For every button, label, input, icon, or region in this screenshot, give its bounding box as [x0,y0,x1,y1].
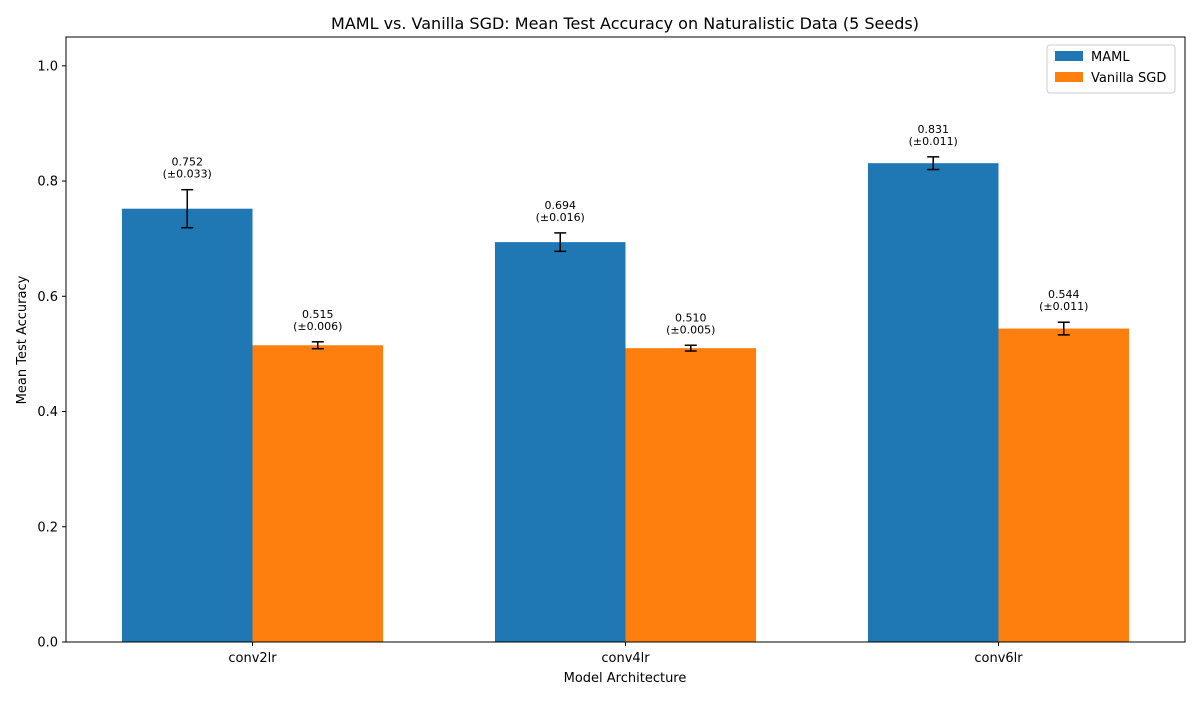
y-tick-label: 0.4 [37,405,58,420]
bar-maml-conv2lr [121,208,253,642]
bar-vanilla-sgd-conv2lr [252,345,384,642]
y-axis-label: Mean Test Accuracy [15,275,30,404]
x-tick-label: conv2lr [228,651,277,666]
y-tick-label: 0.8 [37,175,58,190]
x-axis-label: Model Architecture [564,671,687,686]
data-label-value: 0.831 [917,123,949,136]
data-label-error: (±0.005) [666,323,715,336]
data-label-error: (±0.011) [909,135,958,148]
data-label-error: (±0.006) [293,320,342,333]
legend: MAML Vanilla SGD [1046,44,1176,94]
data-label-value: 0.515 [302,308,334,321]
data-label-value: 0.752 [171,156,203,169]
x-tick-label: conv4lr [601,651,650,666]
bar-vanilla-sgd-conv6lr [998,328,1130,642]
y-tick-label: 0.2 [37,520,58,535]
y-tick-label: 0.0 [37,636,58,651]
legend-swatch-vanilla-sgd [1055,72,1083,82]
data-label-error: (±0.011) [1039,300,1088,313]
y-tick-label: 0.6 [37,290,58,305]
bar-maml-conv4lr [494,242,626,642]
bar-vanilla-sgd-conv4lr [625,348,757,642]
legend-label-maml: MAML [1091,50,1130,65]
chart-title: MAML vs. Vanilla SGD: Mean Test Accuracy… [331,14,919,33]
legend-label-vanilla-sgd: Vanilla SGD [1091,71,1166,86]
data-label-value: 0.510 [675,311,707,324]
data-label-value: 0.544 [1048,288,1080,301]
data-label-error: (±0.016) [536,211,585,224]
legend-swatch-maml [1055,51,1083,61]
data-label-value: 0.694 [544,199,576,212]
x-tick-label: conv6lr [974,651,1023,666]
bar-maml-conv6lr [867,163,999,642]
y-tick-label: 1.0 [37,59,58,74]
plot-area: 0.752(±0.033)0.694(±0.016)0.831(±0.011)0… [37,36,1186,666]
data-label-error: (±0.033) [163,168,212,181]
